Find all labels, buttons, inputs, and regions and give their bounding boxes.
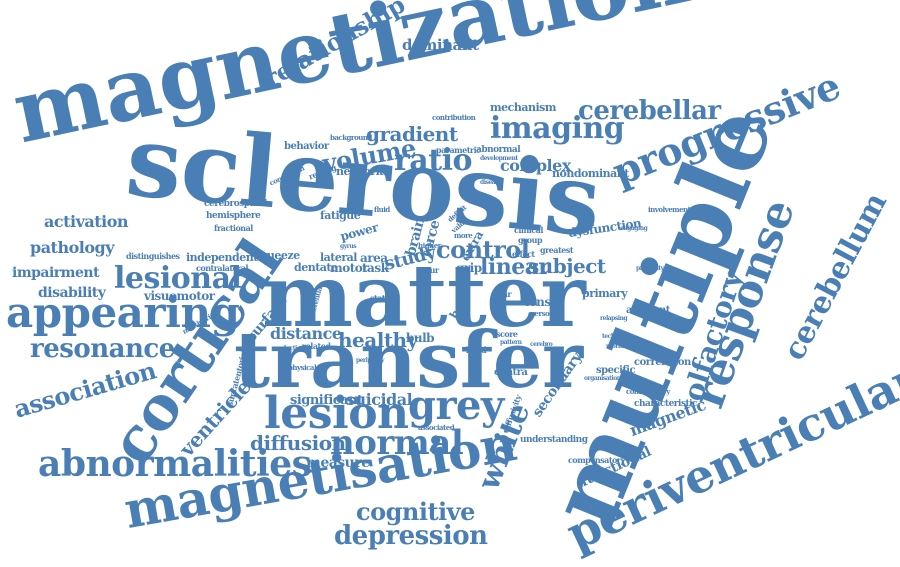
word-lesion: lesion [264, 388, 409, 439]
word-physical: physical [288, 363, 317, 372]
word-abnormalities: abnormalities [38, 443, 312, 485]
word-engaging: engaging [620, 225, 648, 232]
word-cerebro: cerebro [530, 341, 553, 348]
word-disease: disease [480, 179, 502, 186]
word-ratio: ratio [394, 143, 473, 178]
word-background: background [330, 133, 372, 142]
word-hemisphere: hemisphere [206, 211, 261, 221]
word-parametric: parametric [436, 145, 481, 155]
word-matter: matter [262, 246, 586, 347]
word-lateral: lateral [320, 251, 358, 264]
word-more: more [454, 231, 473, 240]
word-technique: technique [602, 333, 632, 340]
word-imaging: imaging [490, 111, 625, 146]
word-mechanism: mechanism [490, 101, 556, 114]
word-network: network [336, 165, 383, 178]
word-state: state [370, 293, 390, 303]
word-area: area [360, 251, 388, 265]
word-score: score [496, 329, 518, 339]
word-correlation: correlation [634, 357, 691, 368]
word-pattern: pattern [500, 339, 522, 346]
word-periphery: periphery [356, 357, 384, 364]
word-depression: depression [334, 521, 488, 551]
word-squeeze: squeeze [254, 249, 300, 262]
word-primary: primary [582, 287, 628, 300]
word-associated: associated [418, 423, 455, 432]
word-involvement: involvement [648, 205, 691, 214]
word-year: year [494, 289, 512, 299]
word-related: related [302, 341, 331, 351]
word-resonance: resonance [30, 334, 175, 364]
word-morbidity: morbidity [606, 343, 635, 350]
word-lesional: lesional [114, 261, 242, 296]
word-development: development [480, 155, 518, 162]
word-fatigue: fatigue [320, 209, 361, 222]
word-motor: motor [330, 261, 369, 275]
word-gradient: gradient [366, 122, 458, 146]
word-relapsing: relapsing [600, 315, 628, 322]
word-grip: grip [456, 261, 482, 275]
word-compensatory: compensatory [568, 455, 625, 465]
word-commentary: commentary [626, 387, 670, 396]
word-pathology: pathology [30, 238, 114, 257]
word-fractional: fractional [214, 223, 253, 233]
word-disability: disability [38, 285, 106, 301]
word-adjacent: adjacent [626, 305, 670, 316]
word-organisation: organisation [584, 375, 621, 382]
word-proximity: proximity [636, 265, 664, 272]
word-person: person [530, 309, 554, 318]
word-distance: distance [270, 324, 342, 343]
word-cerebrospinal: cerebrospinal [204, 199, 267, 209]
word-control: control [436, 235, 530, 264]
word-reduction: reduction [276, 345, 305, 352]
word-characteristic: characteristic [634, 399, 698, 409]
word-group: group [518, 235, 543, 245]
word-bulb: bulb [406, 331, 435, 345]
word-greatest: greatest [540, 245, 574, 255]
word-abnormal: abnormal [476, 145, 521, 155]
word-nondominant: nondominant [552, 167, 629, 180]
word-independent: independent [186, 251, 258, 264]
word-contribution: contribution [432, 113, 476, 122]
word-significant: significant [290, 393, 363, 408]
word-clinical: clinical [514, 225, 543, 235]
word-fluid: fluid [374, 205, 390, 214]
word-tensor: tensor [524, 295, 564, 309]
word-gyrus: gyrus [340, 243, 357, 250]
word-higher: higher [418, 241, 441, 250]
word-suicidal: suicidal [346, 390, 413, 409]
word-cerebellar: cerebellar [578, 96, 721, 126]
word-transfer: transfer [234, 315, 583, 406]
word-band: band [466, 345, 487, 355]
word-occur: occur [416, 265, 439, 275]
word-dentate: dentate [294, 261, 338, 274]
word-effect: effect [512, 249, 535, 259]
word-appearing: appearing [6, 288, 240, 337]
word-subject: subject [528, 254, 606, 278]
word-measure: measure [306, 455, 370, 471]
word-task: task [362, 261, 389, 275]
word-understanding: understanding [520, 435, 588, 445]
word-visuomotor: visuomotor [144, 289, 215, 303]
word-behavior: behavior [284, 141, 329, 152]
word-cognitive: cognitive [356, 497, 475, 526]
word-dominant: dominant [402, 36, 479, 54]
word-distinguishes: distinguishes [126, 251, 180, 261]
word-complex: complex [500, 156, 571, 175]
word-contralateral: contralateral [196, 263, 249, 273]
word-impairment: impairment [12, 265, 100, 281]
word-grey: grey [408, 382, 504, 429]
word-linear: linear [480, 254, 550, 280]
word-diffusion: diffusion [250, 431, 346, 455]
word-specific: specific [596, 365, 636, 376]
word-activation: activation [44, 212, 129, 231]
word-healthy: healthy [338, 328, 418, 352]
word-contra: contra [494, 367, 528, 378]
word-normal: normal [330, 423, 464, 463]
